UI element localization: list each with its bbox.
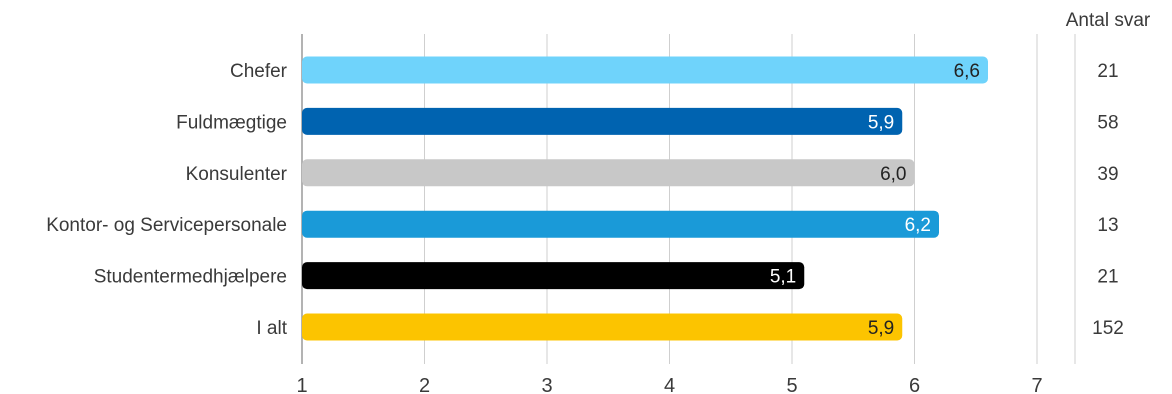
x-tick-label: 6: [909, 375, 920, 394]
bar: [302, 107, 903, 135]
x-tick-label: 3: [541, 375, 552, 394]
category-label: Konsulenter: [186, 164, 288, 185]
x-tick-label: 7: [1031, 375, 1042, 394]
bar-value-label: 5,9: [868, 318, 894, 339]
bar: [302, 159, 915, 187]
x-tick-label: 2: [419, 375, 430, 394]
x-tick-labels: 1 2 3 4 5 6 7: [296, 375, 1042, 394]
counts-header: Antal svar: [1066, 10, 1151, 31]
bar-value-label: 6,2: [905, 215, 931, 236]
bar: [302, 56, 988, 84]
bar: [302, 210, 939, 238]
bar: [302, 313, 903, 341]
count-value: 39: [1097, 164, 1118, 185]
count-value: 58: [1097, 112, 1118, 133]
count-value: 152: [1092, 318, 1124, 339]
x-tick-label: 4: [664, 375, 675, 394]
category-label: Chefer: [230, 61, 288, 82]
category-label: Studentermedhjælpere: [94, 267, 287, 288]
bar: [302, 262, 805, 290]
count-value: 13: [1097, 215, 1118, 236]
category-label: I alt: [256, 318, 287, 339]
bar-value-label: 6,6: [954, 61, 980, 82]
category-label: Kontor- og Servicepersonale: [46, 215, 287, 236]
gridlines: [301, 34, 1076, 364]
bar-value-label: 5,1: [770, 267, 796, 288]
bars: 6,6 5,9 6,0 6,2 5,1 5,9: [302, 56, 988, 341]
x-tick-label: 1: [296, 375, 307, 394]
category-labels: Chefer Fuldmægtige Konsulenter Kontor- og S…: [46, 61, 288, 339]
count-value: 21: [1097, 267, 1118, 288]
category-label: Fuldmægtige: [176, 112, 287, 133]
count-value: 21: [1097, 61, 1118, 82]
bar-value-label: 5,9: [868, 112, 894, 133]
bar-value-label: 6,0: [880, 164, 906, 185]
counts-column: Antal svar 21 58 39 13 21 152: [1066, 10, 1151, 339]
x-tick-label: 5: [786, 375, 797, 394]
